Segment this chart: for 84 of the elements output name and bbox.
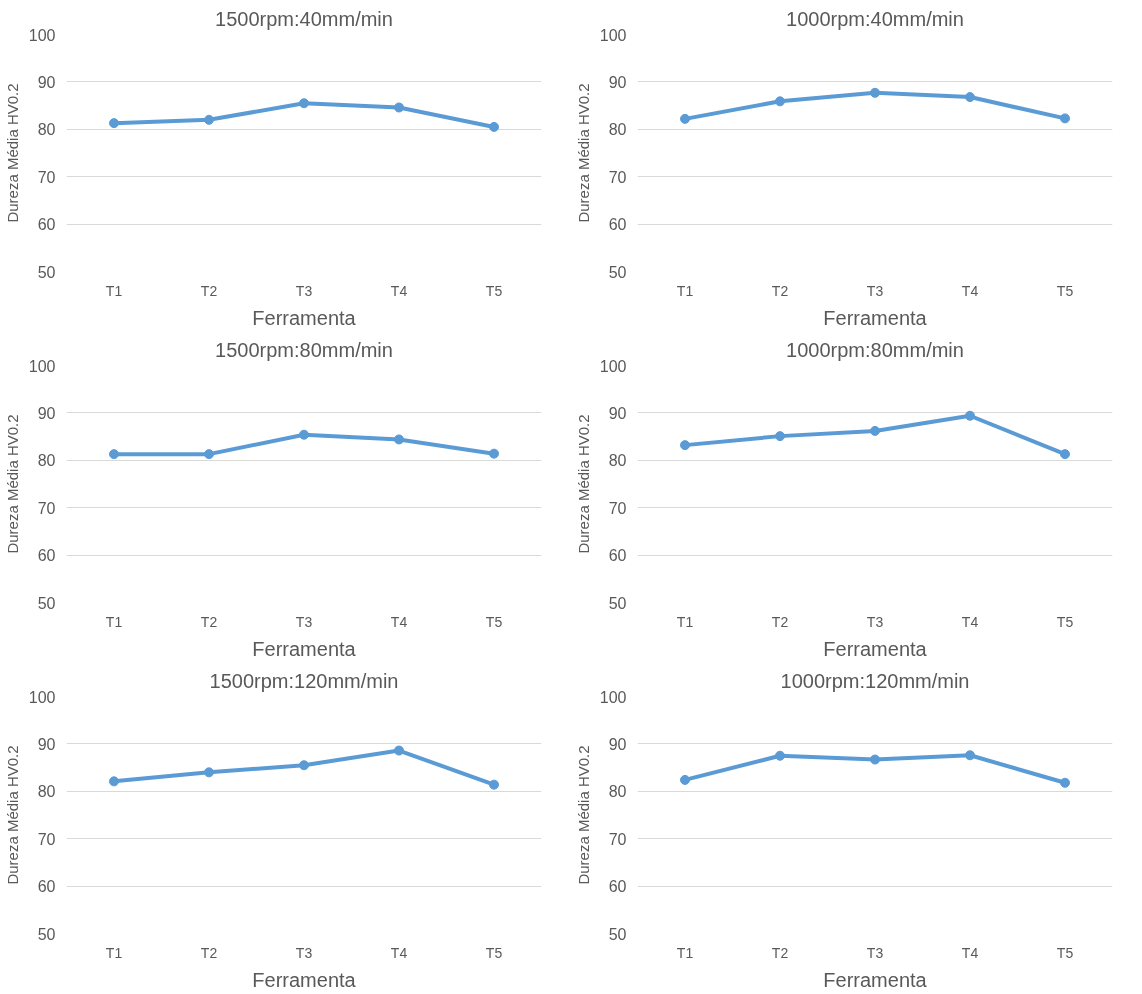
y-tick-label: 80 [608, 783, 627, 801]
y-tick-label: 60 [608, 547, 627, 565]
y-tick-label: 50 [37, 594, 56, 612]
y-tick-label: 100 [28, 688, 56, 706]
y-tick-label: 70 [37, 830, 56, 848]
x-tick-label: T1 [105, 944, 123, 961]
x-tick-label: T1 [676, 613, 694, 630]
x-tick-label: T3 [295, 613, 313, 630]
y-tick-label: 90 [608, 73, 627, 91]
y-tick-label: 60 [37, 878, 56, 896]
x-tick-label: T5 [485, 613, 503, 630]
y-axis-title: Dureza Média HV0.2 [3, 414, 21, 554]
y-tick-label: 60 [37, 216, 56, 234]
y-tick-label: 100 [28, 26, 56, 44]
y-tick-label: 90 [608, 404, 627, 422]
y-axis-title: Dureza Média HV0.2 [574, 414, 592, 554]
x-tick-label: T4 [961, 613, 979, 630]
y-tick-label: 60 [608, 878, 627, 896]
x-tick-label: T5 [1056, 282, 1074, 299]
y-tick-label: 100 [28, 357, 56, 375]
y-tick-label: 90 [37, 735, 56, 753]
y-tick-label: 70 [608, 830, 627, 848]
y-tick-label: 50 [608, 925, 627, 943]
x-tick-label: T5 [1056, 944, 1074, 961]
y-tick-label: 50 [608, 263, 627, 281]
x-tick-label: T2 [771, 613, 789, 630]
x-tick-label: T3 [295, 944, 313, 961]
y-tick-label: 80 [37, 783, 56, 801]
x-tick-label: T4 [390, 944, 408, 961]
chart-title: 1500rpm:40mm/min [215, 7, 393, 30]
y-tick-label: 80 [37, 452, 56, 470]
y-axis-title: Dureza Média HV0.2 [3, 83, 21, 223]
x-tick-label: T4 [961, 282, 979, 299]
x-axis-title: Ferramenta [252, 968, 357, 991]
y-tick-label: 50 [608, 594, 627, 612]
x-tick-label: T4 [390, 613, 408, 630]
y-tick-label: 70 [608, 499, 627, 517]
y-tick-label: 100 [599, 26, 627, 44]
y-tick-label: 100 [599, 688, 627, 706]
x-tick-label: T1 [105, 613, 123, 630]
x-axis-title: Ferramenta [252, 306, 357, 329]
y-tick-label: 90 [37, 73, 56, 91]
x-tick-label: T1 [676, 282, 694, 299]
chart-title: 1000rpm:40mm/min [786, 7, 964, 30]
x-tick-label: T3 [866, 613, 884, 630]
y-tick-label: 50 [37, 263, 56, 281]
y-tick-label: 70 [37, 168, 56, 186]
chart-title: 1000rpm:120mm/min [780, 669, 970, 692]
y-tick-label: 70 [37, 499, 56, 517]
y-tick-label: 80 [608, 452, 627, 470]
y-tick-label: 90 [37, 404, 56, 422]
x-tick-label: T2 [200, 613, 218, 630]
x-tick-label: T2 [200, 944, 218, 961]
y-axis-title: Dureza Média HV0.2 [3, 745, 21, 885]
x-tick-label: T1 [676, 944, 694, 961]
chart-title: 1500rpm:80mm/min [215, 338, 393, 361]
x-tick-label: T2 [771, 944, 789, 961]
x-axis-title: Ferramenta [823, 968, 928, 991]
x-tick-label: T1 [105, 282, 123, 299]
x-tick-label: T2 [771, 282, 789, 299]
x-tick-label: T2 [200, 282, 218, 299]
y-tick-label: 60 [608, 216, 627, 234]
x-axis-title: Ferramenta [823, 637, 928, 660]
y-tick-label: 50 [37, 925, 56, 943]
y-tick-label: 60 [37, 547, 56, 565]
x-tick-label: T3 [866, 282, 884, 299]
x-tick-label: T3 [866, 944, 884, 961]
x-tick-label: T4 [961, 944, 979, 961]
y-tick-label: 80 [37, 121, 56, 139]
x-axis-title: Ferramenta [252, 637, 357, 660]
y-axis-title: Dureza Média HV0.2 [574, 745, 592, 885]
x-tick-label: T5 [485, 944, 503, 961]
x-tick-label: T5 [485, 282, 503, 299]
y-tick-label: 90 [608, 735, 627, 753]
x-tick-label: T4 [390, 282, 408, 299]
y-tick-label: 70 [608, 168, 627, 186]
x-tick-label: T5 [1056, 613, 1074, 630]
chart-title: 1000rpm:80mm/min [786, 338, 964, 361]
x-tick-label: T3 [295, 282, 313, 299]
x-axis-title: Ferramenta [823, 306, 928, 329]
y-tick-label: 100 [599, 357, 627, 375]
y-tick-label: 80 [608, 121, 627, 139]
y-axis-title: Dureza Média HV0.2 [574, 83, 592, 223]
chart-title: 1500rpm:120mm/min [209, 669, 399, 692]
